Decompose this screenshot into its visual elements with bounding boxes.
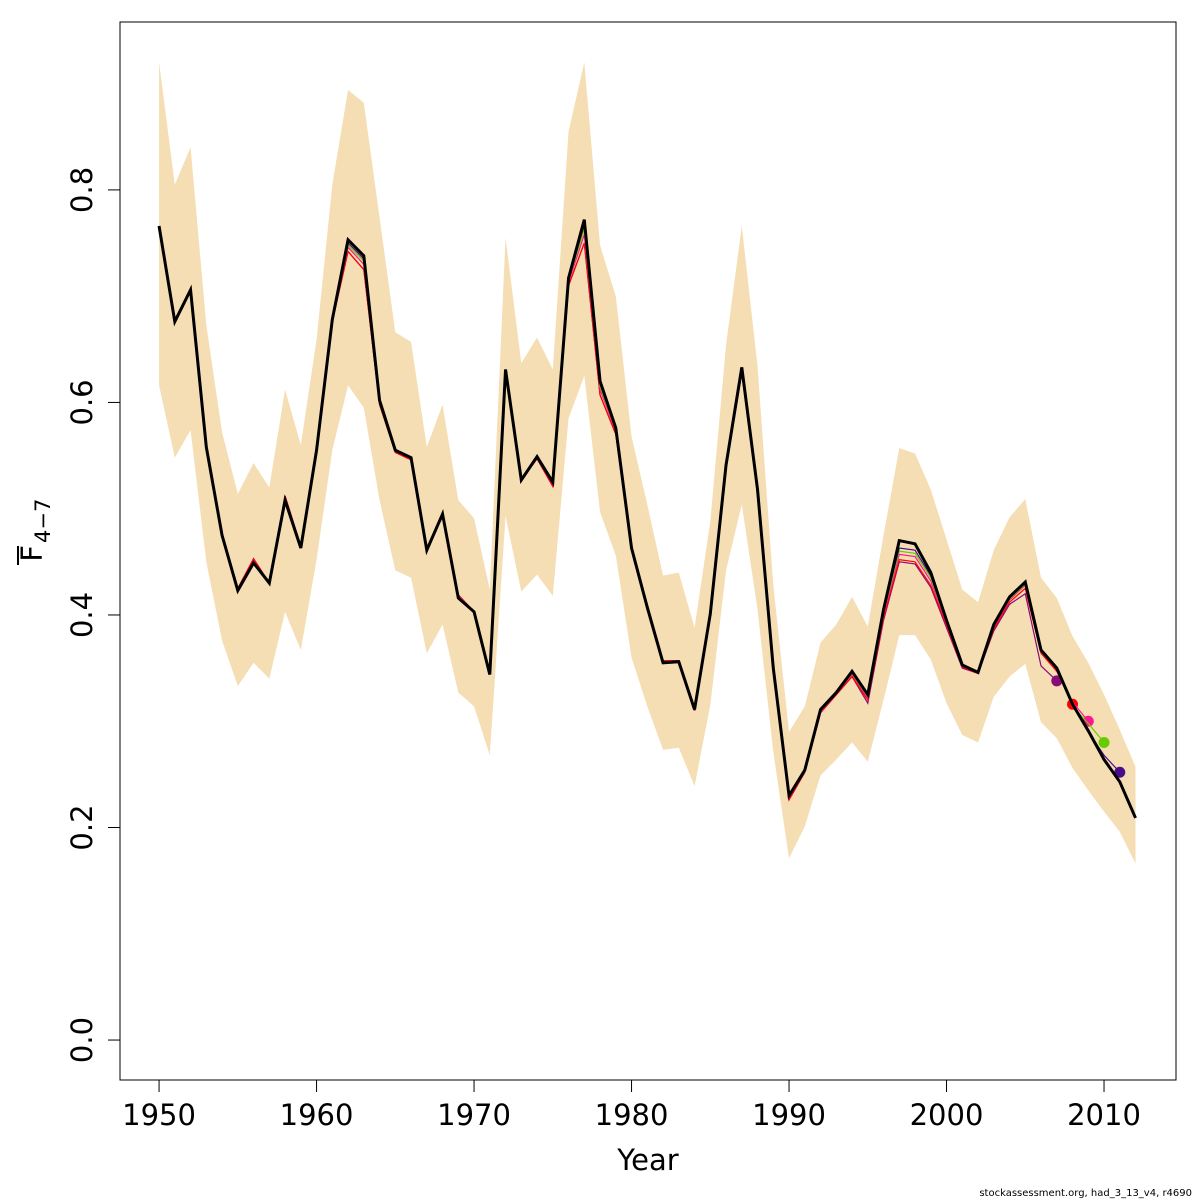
x-tick-label: 2010 [1067, 1098, 1141, 1132]
y-tick-label: 0.8 [65, 167, 99, 213]
x-tick-label: 2000 [910, 1098, 984, 1132]
x-tick-label: 1960 [280, 1098, 354, 1132]
series-line [157, 219, 1137, 819]
x-tick-label: 1980 [595, 1098, 669, 1132]
y-tick-label: 0.0 [65, 1017, 99, 1063]
y-tick-label: 0.6 [65, 379, 99, 425]
footnote: stockassessment.org, had_3_13_v4, r4690 [979, 1188, 1192, 1199]
retro-endpoint [1114, 766, 1126, 778]
y-axis-label-group: F 4−7 [15, 499, 55, 565]
x-tick-label: 1970 [437, 1098, 511, 1132]
y-tick-label: 0.2 [65, 804, 99, 850]
y-tick-label: 0.4 [65, 592, 99, 638]
confidence-band [159, 62, 1136, 864]
retro-endpoint [1098, 736, 1110, 748]
y-axis-label: F [15, 545, 49, 562]
x-axis-label: Year [616, 1143, 678, 1177]
x-tick-label: 1950 [122, 1098, 196, 1132]
x-tick-label: 1990 [752, 1098, 826, 1132]
y-axis-label-sub: 4−7 [31, 499, 55, 543]
